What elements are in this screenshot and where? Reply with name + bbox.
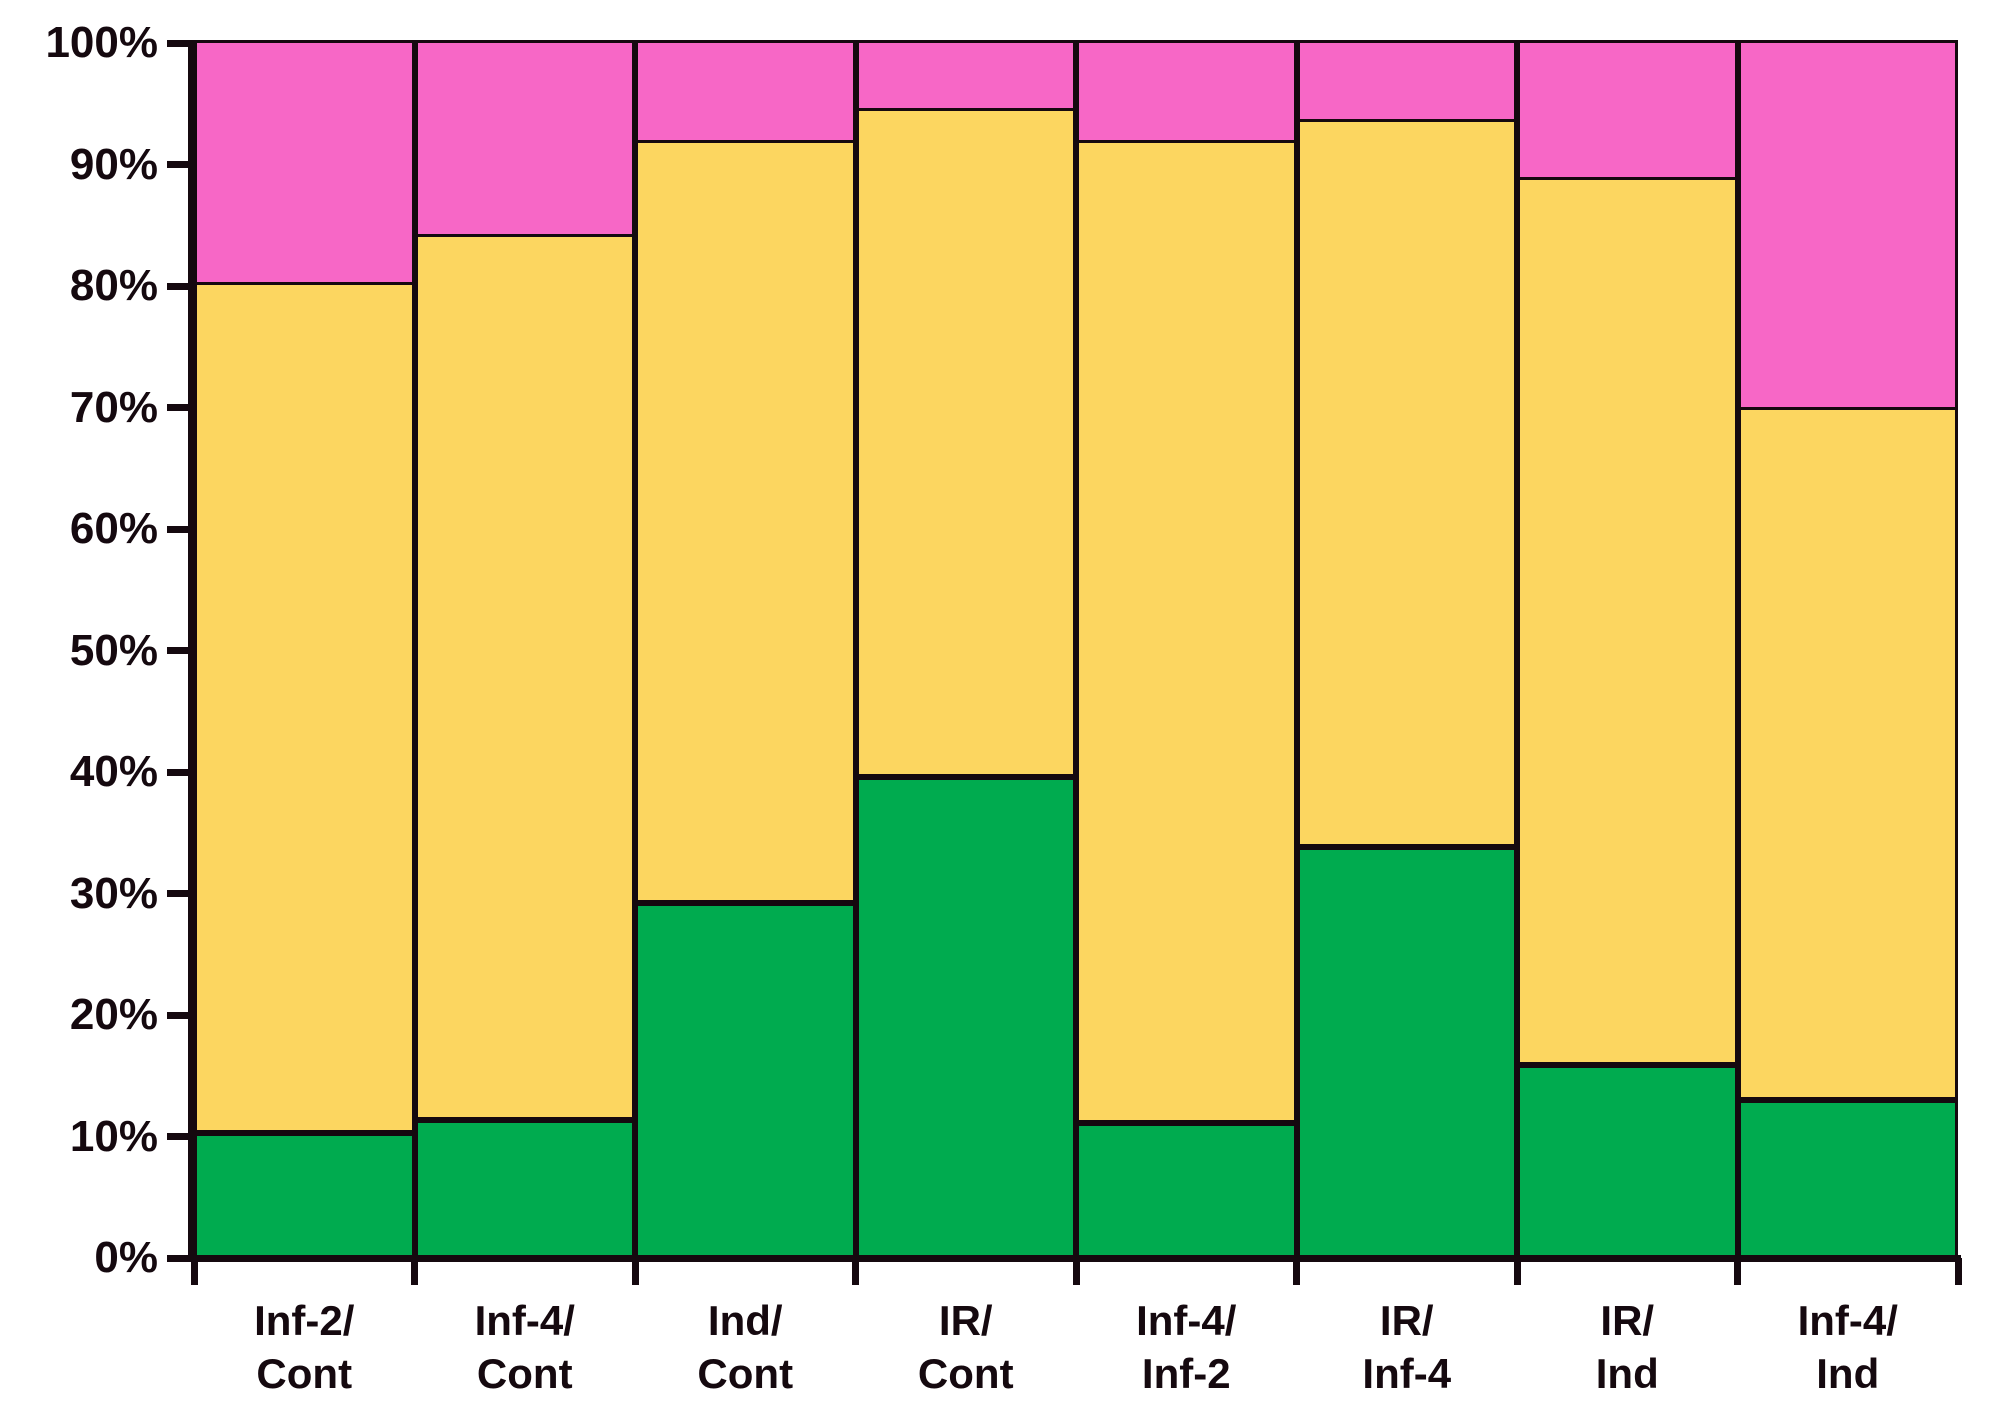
y-tick-label-100: 100% xyxy=(45,18,158,67)
y-tick-label-30: 30% xyxy=(69,868,158,918)
x-category-label-7: IR/ Ind xyxy=(1595,1297,1659,1397)
bar-1 xyxy=(194,40,415,1258)
x-category-label-5: Inf-4/ Inf-2 xyxy=(1136,1297,1237,1397)
y-tick-0 xyxy=(167,1254,194,1262)
y-tick-80 xyxy=(167,282,194,290)
x-category-label-1: Inf-2/ Cont xyxy=(254,1297,355,1397)
bar-2 xyxy=(414,40,635,1258)
y-tick-70 xyxy=(167,404,194,411)
x-tick-7 xyxy=(1734,1258,1741,1285)
middle-yellow-segment xyxy=(414,234,635,1120)
y-tick-40 xyxy=(167,768,194,776)
bottom-green-segment xyxy=(635,903,856,1258)
x-category-label-4: IR/ Cont xyxy=(917,1297,1014,1397)
bar-4 xyxy=(855,40,1076,1258)
middle-yellow-segment xyxy=(194,281,415,1133)
y-tick-label-0: 0% xyxy=(94,1233,158,1282)
y-tick-20 xyxy=(167,1011,194,1019)
top-pink-segment xyxy=(635,40,856,143)
bar-6 xyxy=(1296,40,1517,1258)
x-tick-8 xyxy=(1954,1258,1962,1285)
bar-7 xyxy=(1517,40,1738,1258)
top-pink-segment xyxy=(194,40,415,285)
bottom-green-segment xyxy=(1737,1100,1958,1258)
bottom-green-segment xyxy=(414,1119,635,1258)
x-axis-line xyxy=(167,1255,1961,1262)
bottom-green-segment xyxy=(1296,847,1517,1258)
x-tick-2 xyxy=(631,1258,639,1285)
x-category-label-8: Inf-4/ Ind xyxy=(1797,1297,1898,1397)
y-tick-60 xyxy=(167,525,194,533)
y-tick-label-20: 20% xyxy=(69,990,158,1039)
bottom-green-segment xyxy=(1076,1123,1297,1258)
y-tick-50 xyxy=(167,647,194,654)
top-pink-segment xyxy=(414,40,635,238)
middle-yellow-segment xyxy=(1517,177,1738,1065)
middle-yellow-segment xyxy=(1296,119,1517,848)
y-tick-10 xyxy=(167,1133,194,1140)
x-tick-1 xyxy=(411,1258,418,1285)
y-tick-label-70: 70% xyxy=(69,382,158,432)
top-pink-segment xyxy=(855,40,1076,112)
y-tick-100 xyxy=(167,39,194,47)
x-category-label-2: Inf-4/ Cont xyxy=(474,1297,575,1397)
x-tick-6 xyxy=(1513,1258,1521,1285)
top-pink-segment xyxy=(1296,40,1517,122)
x-tick-0 xyxy=(190,1258,198,1285)
x-tick-4 xyxy=(1072,1258,1080,1285)
bar-8 xyxy=(1737,40,1958,1258)
bottom-green-segment xyxy=(1517,1064,1738,1258)
x-tick-3 xyxy=(852,1258,859,1285)
middle-yellow-segment xyxy=(855,108,1076,777)
top-pink-segment xyxy=(1076,40,1297,143)
middle-yellow-segment xyxy=(635,139,856,904)
y-tick-30 xyxy=(167,890,194,897)
y-tick-90 xyxy=(167,161,194,168)
middle-yellow-segment xyxy=(1737,406,1958,1101)
y-tick-label-10: 10% xyxy=(69,1111,158,1161)
y-tick-label-80: 80% xyxy=(69,261,158,310)
y-tick-label-60: 60% xyxy=(69,504,158,553)
y-tick-label-50: 50% xyxy=(69,625,158,675)
bar-3 xyxy=(635,40,856,1258)
bar-5 xyxy=(1076,40,1297,1258)
x-tick-5 xyxy=(1293,1258,1300,1285)
bottom-green-segment xyxy=(855,776,1076,1258)
middle-yellow-segment xyxy=(1076,139,1297,1124)
y-tick-label-90: 90% xyxy=(69,139,158,189)
y-tick-label-40: 40% xyxy=(69,747,158,796)
x-category-label-6: IR/ Inf-4 xyxy=(1362,1297,1452,1397)
x-category-label-3: Ind/ Cont xyxy=(697,1297,794,1397)
bottom-green-segment xyxy=(194,1132,415,1258)
top-pink-segment xyxy=(1737,40,1958,410)
top-pink-segment xyxy=(1517,40,1738,181)
plot-area xyxy=(194,40,1958,1258)
